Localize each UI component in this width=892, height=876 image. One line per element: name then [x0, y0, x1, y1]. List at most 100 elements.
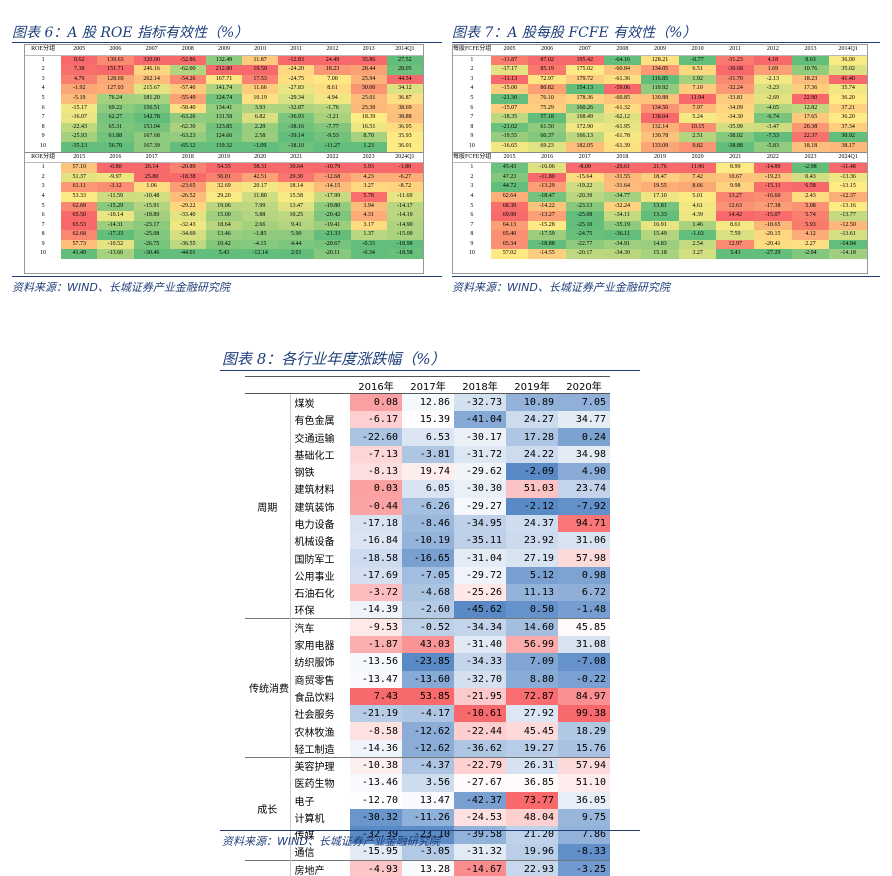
- column-header: 2007: [565, 45, 604, 56]
- corner-cell: [245, 375, 350, 395]
- value-cell: -7.77: [314, 122, 351, 133]
- value-cell: 8.62: [61, 55, 98, 66]
- value-cell: -33.81: [716, 93, 754, 104]
- table-row: 6 65.50 -10.14 -18.89 -33.40 15.00 5.88 10.25 -2…: [25, 211, 423, 221]
- return-value-cell: 3.56: [402, 774, 454, 792]
- return-value-cell: -0.52: [402, 618, 454, 636]
- value-cell: 12.82: [791, 103, 830, 114]
- value-cell: -11.27: [314, 141, 351, 153]
- return-value-cell: 84.97: [558, 687, 610, 706]
- value-cell: -22.77: [565, 239, 604, 250]
- return-value-cell: -32.70: [454, 670, 506, 688]
- value-cell: 75.29: [528, 103, 566, 114]
- value-cell: 212.80: [205, 65, 243, 75]
- column-header: 2008: [603, 45, 642, 56]
- value-cell: -44.01: [169, 249, 206, 260]
- industry-row: 医药生物 -13.46 3.56 -27.67 36.85 51.10: [245, 774, 610, 792]
- value-cell: -31.70: [716, 74, 754, 85]
- value-cell: 15.58: [278, 191, 315, 202]
- return-value-cell: -3.25: [558, 860, 610, 876]
- value-cell: 4.39: [678, 211, 717, 221]
- column-header: 2019: [641, 151, 679, 164]
- value-cell: 11.94: [678, 93, 717, 104]
- industry-row: 成长 美容护理 -10.38 -4.37 -22.79 26.31 57.94: [245, 756, 610, 861]
- fig6-grid: ROE分组 2005 2006 2007 2008 2009 2010 2011 2012 201…: [25, 45, 423, 260]
- value-cell: -17.38: [754, 201, 792, 212]
- value-cell: 133.09: [641, 141, 679, 153]
- value-cell: -32.24: [603, 201, 642, 212]
- value-cell: -5.83: [754, 141, 792, 153]
- fig6-source: 资料来源：WIND、长城证券产业金融研究院: [12, 281, 230, 294]
- return-value-cell: 13.28: [402, 860, 454, 876]
- value-cell: 18.47: [641, 172, 679, 183]
- table-row: 5 -21.30 76.10 178.36 -60.85 130.88 11.94 -33.8…: [453, 93, 867, 104]
- value-cell: -12.14: [242, 249, 279, 260]
- return-value-cell: 31.06: [558, 532, 610, 550]
- industry-row: 钢铁 -8.13 19.74 -29.62 -2.09 4.90: [245, 462, 610, 481]
- value-cell: 134.50: [641, 103, 679, 114]
- value-cell: -8.00: [565, 162, 604, 173]
- table-row: 1 -11.87 87.02 195.42 -64.16 128.21 -0.77 -31.2…: [453, 55, 867, 66]
- column-header: 2014Q1: [386, 45, 423, 56]
- industry-name: 传媒: [294, 831, 315, 843]
- column-header: 2017: [565, 151, 604, 164]
- value-cell: 28.44: [350, 65, 387, 75]
- header-row: 2016年 2017年 2018年 2019年 2020年: [245, 375, 610, 395]
- return-value-cell: 56.99: [506, 635, 558, 654]
- value-cell: 64.13: [490, 220, 529, 231]
- return-value-cell: -34.95: [454, 514, 506, 533]
- value-cell: 11.96: [678, 162, 717, 173]
- sector-group-label: 传统消费: [245, 618, 291, 758]
- value-cell: 2.66: [242, 220, 279, 231]
- value-cell: -18.58: [386, 249, 423, 260]
- value-cell: 8.63: [791, 55, 830, 66]
- table-row: 4 -1.92 127.03 215.67 -57.40 141.74 11.66 -27.8…: [25, 84, 423, 94]
- value-cell: 38.69: [386, 103, 423, 114]
- return-value-cell: 73.77: [506, 791, 558, 809]
- value-cell: -2.98: [791, 162, 830, 173]
- value-cell: -22.43: [61, 122, 98, 133]
- column-header: ROE分组: [25, 45, 62, 56]
- value-cell: 1.46: [678, 220, 717, 231]
- value-cell: -20.41: [754, 239, 792, 250]
- value-cell: 69.23: [528, 141, 566, 153]
- return-value-cell: 0.03: [350, 480, 402, 498]
- value-cell: 36.20: [829, 93, 867, 104]
- year-column-header: 2016年: [350, 375, 402, 395]
- fig7-header-row: 每股FCFE分组 2005 2006 2007 2008 2009 2010 2011 2012…: [453, 45, 867, 56]
- table-row: 2 47.23 -11.80 -15.64 -31.55 18.47 7.42 10.67 -1…: [453, 172, 867, 183]
- value-cell: 65.34: [490, 239, 529, 250]
- return-value-cell: -3.05: [402, 843, 454, 861]
- return-value-cell: -10.19: [402, 532, 454, 550]
- value-cell: -63.26: [169, 113, 206, 123]
- value-cell: 215.67: [133, 84, 170, 94]
- fig7-grid: 每股FCFE分组 2005 2006 2007 2008 2009 2010 2011 2012…: [453, 45, 867, 260]
- group-label: 4: [25, 191, 62, 202]
- value-cell: -60.84: [603, 65, 642, 75]
- value-cell: 4.23: [350, 172, 387, 183]
- value-cell: 12.97: [716, 239, 754, 250]
- return-value-cell: 24.22: [506, 445, 558, 463]
- return-value-cell: -34.33: [454, 653, 506, 671]
- value-cell: -1.85: [242, 230, 279, 240]
- return-value-cell: -22.79: [454, 756, 506, 775]
- return-value-cell: -10.38: [350, 756, 402, 775]
- group-label: 8: [25, 230, 62, 240]
- return-value-cell: 34.98: [558, 445, 610, 463]
- value-cell: 62.27: [97, 113, 134, 123]
- value-cell: 14.83: [641, 239, 679, 250]
- return-value-cell: -31.04: [454, 549, 506, 567]
- value-cell: 127.03: [97, 84, 134, 94]
- table-row: 6 -15.17 69.22 156.51 -58.40 134.41 3.93 -32.87…: [25, 103, 423, 114]
- fcfe-effectiveness-table: 每股FCFE分组 2005 2006 2007 2008 2009 2010 2011 2012…: [452, 44, 868, 274]
- industry-row: 有色金属 -6.17 15.39 -41.04 24.27 34.77: [245, 411, 610, 429]
- group-label: 2: [453, 65, 491, 75]
- value-cell: -2.04: [791, 249, 830, 260]
- table-row: 5 -5.19 76.24 181.20 -55.49 124.74 10.19 -29.34…: [25, 93, 423, 104]
- return-value-cell: -30.30: [454, 480, 506, 498]
- value-cell: -20.17: [565, 249, 604, 260]
- value-cell: -0.33: [350, 239, 387, 250]
- return-value-cell: -12.62: [402, 739, 454, 758]
- value-cell: -26.52: [169, 191, 206, 202]
- table-row: 8 -21.02 61.50 172.90 -61.95 132.14 10.15 -35.9…: [453, 122, 867, 133]
